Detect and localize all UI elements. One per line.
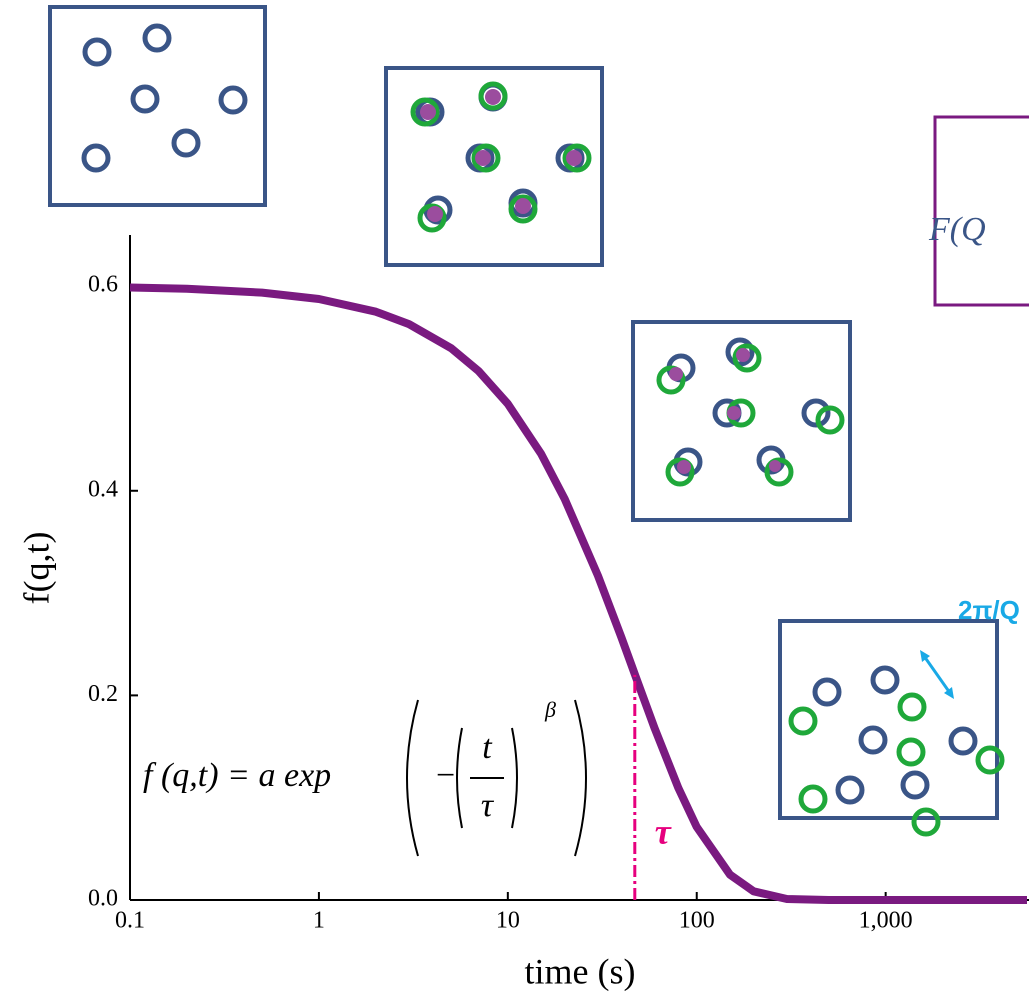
inset-4 — [778, 619, 1005, 837]
formula: f (q,t) = a exp t τ β − — [143, 697, 587, 857]
x-tick-label: 0.1 — [115, 908, 145, 934]
formula-box — [933, 115, 1029, 307]
x-axis-title: time (s) — [525, 951, 636, 991]
x-tick-label: 1,000 — [859, 908, 913, 934]
formula-lhs: f (q,t) = a exp — [143, 757, 331, 794]
y-axis-title: f(q,t) — [16, 532, 56, 605]
inset-2 — [384, 66, 604, 267]
x-tick-label: 10 — [496, 908, 520, 934]
formula-exponent: β — [544, 697, 556, 722]
formula-numerator: t — [482, 729, 493, 766]
annotation: 2π/Q — [958, 595, 1020, 625]
y-tick-label: 0.0 — [88, 886, 118, 912]
x-tick-label: 1 — [313, 908, 325, 934]
y-tick-label: 0.2 — [88, 681, 118, 707]
formula-minus: − — [436, 757, 455, 794]
y-tick-label: 0.6 — [88, 272, 118, 298]
formula-denominator: τ — [481, 787, 495, 824]
y-tick-label: 0.4 — [88, 476, 118, 502]
inset-1 — [48, 5, 267, 207]
x-tick-label: 100 — [679, 908, 715, 934]
inset-3 — [631, 320, 852, 522]
data-line — [129, 283, 1027, 904]
tau-label: τ — [655, 811, 672, 851]
annotation: F(Q — [928, 211, 986, 248]
